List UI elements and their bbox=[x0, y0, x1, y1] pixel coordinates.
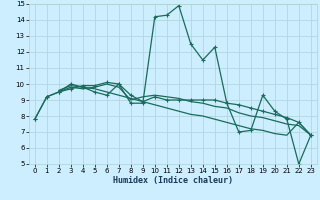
X-axis label: Humidex (Indice chaleur): Humidex (Indice chaleur) bbox=[113, 176, 233, 185]
